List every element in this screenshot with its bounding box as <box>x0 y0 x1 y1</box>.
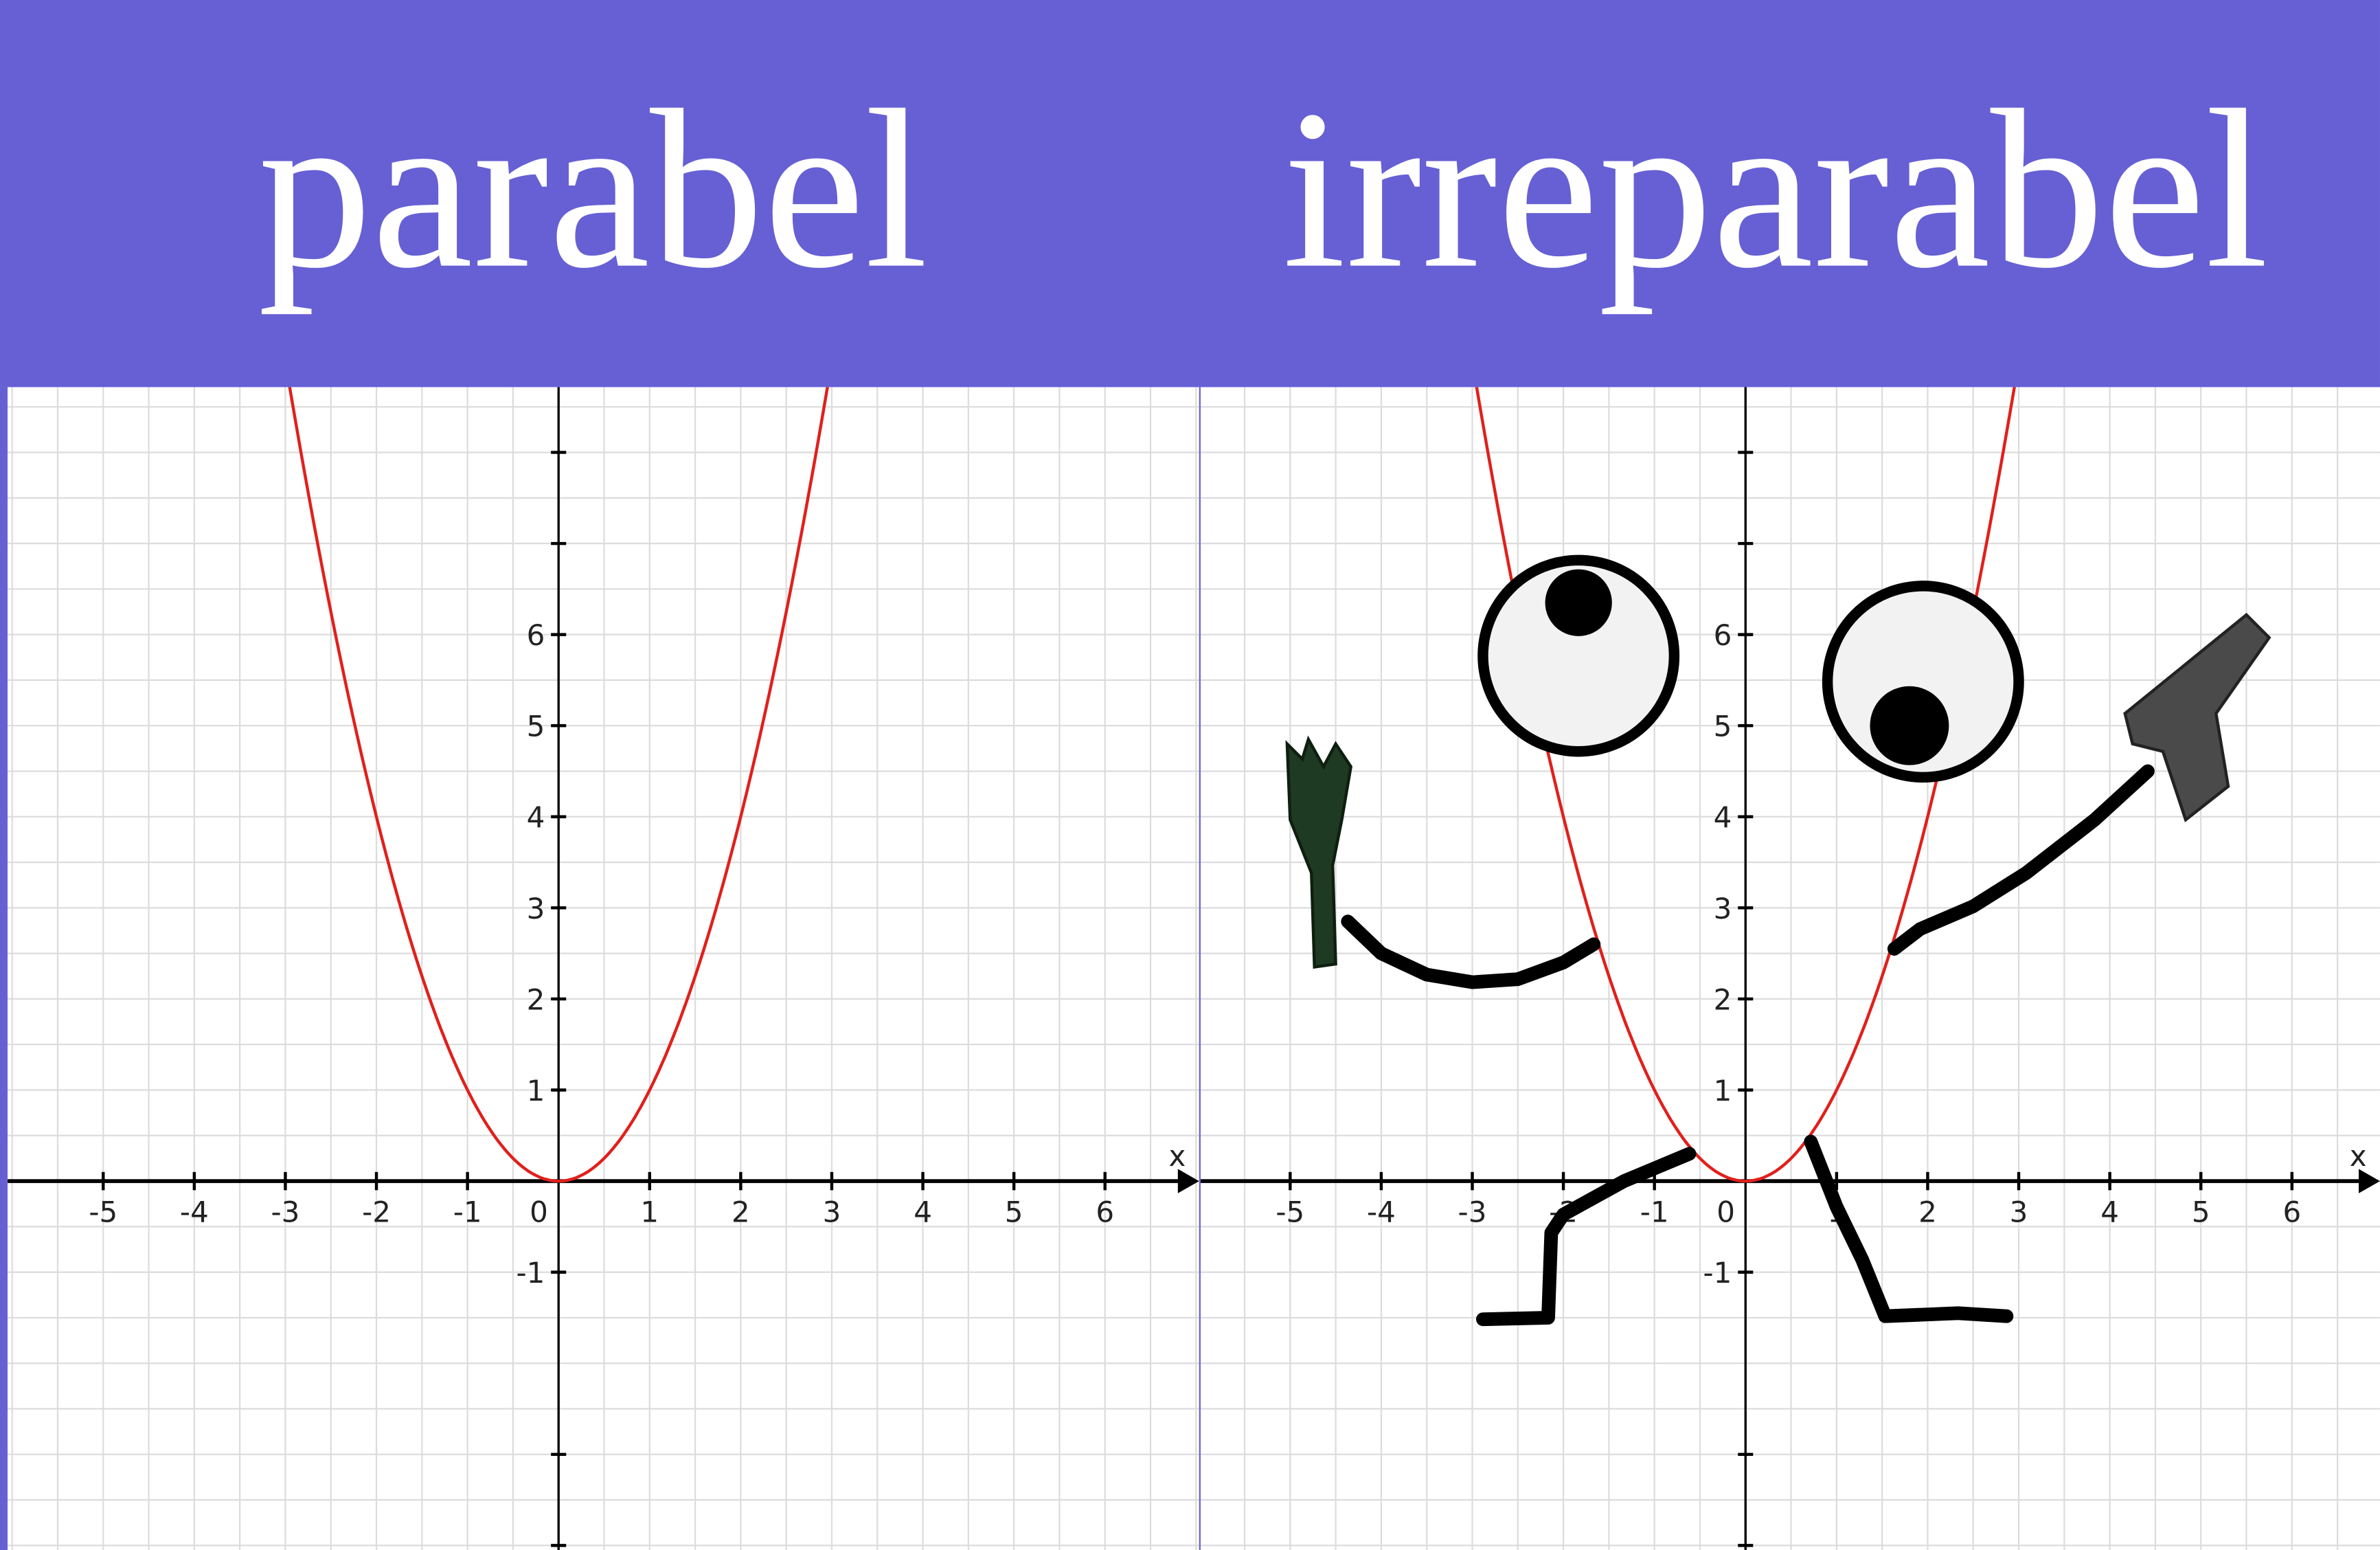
panel-divider <box>1199 387 1201 1550</box>
x-tick-label: 4 <box>914 1195 932 1229</box>
x-tick-label: -5 <box>89 1195 117 1229</box>
x-tick-label: -4 <box>180 1195 209 1229</box>
x-tick-label: -1 <box>453 1195 482 1229</box>
y-tick-label: 5 <box>1714 710 1732 743</box>
left-arm <box>1341 914 1601 989</box>
x-tick-label: -2 <box>362 1195 391 1229</box>
left-leg <box>1476 1147 1697 1327</box>
y-tick-label: 2 <box>527 982 545 1016</box>
x-tick-label: 2 <box>1918 1195 1937 1229</box>
x-tick-label: 3 <box>823 1195 841 1229</box>
x-tick-label: 0 <box>1716 1195 1735 1229</box>
y-tick-label: 1 <box>527 1074 545 1108</box>
x-axis-label: x <box>2350 1139 2367 1173</box>
left-eye <box>1477 554 1680 757</box>
y-tick-label: 4 <box>1714 800 1732 834</box>
x-tick-label: -4 <box>1367 1195 1396 1229</box>
y-tick-label: -1 <box>1703 1256 1732 1290</box>
broken-bottle-icon <box>1285 735 1353 969</box>
y-tick-label: 3 <box>1714 892 1732 925</box>
y-tick-label: -1 <box>516 1256 545 1290</box>
title-banner: parabel irreparabel <box>0 0 2380 388</box>
y-tick-label: 6 <box>527 618 545 652</box>
x-tick-label: -3 <box>1458 1195 1487 1229</box>
right-pupil <box>1870 686 1949 765</box>
x-tick-label: -5 <box>1276 1195 1304 1229</box>
left-parabola-plot: x -5 -4 -3 -2 -1 0 1 2 3 4 5 6 6 5 4 3 2 1 -1 <box>8 387 1199 1550</box>
x-tick-label: 1 <box>640 1195 659 1229</box>
pistol-icon <box>2123 612 2271 822</box>
parabola-curve <box>288 387 829 1183</box>
x-tick-label: 6 <box>1096 1195 1114 1229</box>
right-arm <box>1887 764 2155 956</box>
y-tick-label: 1 <box>1714 1074 1732 1108</box>
x-axis-arrow-icon <box>1177 1169 1199 1193</box>
y-tick-label: 6 <box>1714 618 1732 652</box>
x-tick-label: -1 <box>1640 1195 1669 1229</box>
x-tick-label: 6 <box>2282 1195 2301 1229</box>
left-border <box>0 387 8 1550</box>
x-tick-label: 5 <box>2192 1195 2210 1229</box>
x-tick-label: 4 <box>2100 1195 2119 1229</box>
left-title: parabel <box>258 63 928 316</box>
x-tick-label: 5 <box>1005 1195 1023 1229</box>
x-tick-label: 0 <box>530 1195 548 1229</box>
x-tick-label: 2 <box>732 1195 750 1229</box>
x-tick-label: -3 <box>271 1195 300 1229</box>
right-title: irreparabel <box>1282 63 2269 316</box>
right-leg <box>1804 1134 2014 1323</box>
y-tick-label: 3 <box>527 892 545 925</box>
x-axis-arrow-icon <box>2359 1169 2380 1193</box>
x-tick-label: 3 <box>2010 1195 2028 1229</box>
left-pupil <box>1545 569 1612 636</box>
y-tick-label: 4 <box>527 800 545 834</box>
y-tick-label: 5 <box>527 710 545 743</box>
x-axis-label: x <box>1169 1139 1186 1173</box>
y-tick-label: 2 <box>1714 982 1732 1016</box>
